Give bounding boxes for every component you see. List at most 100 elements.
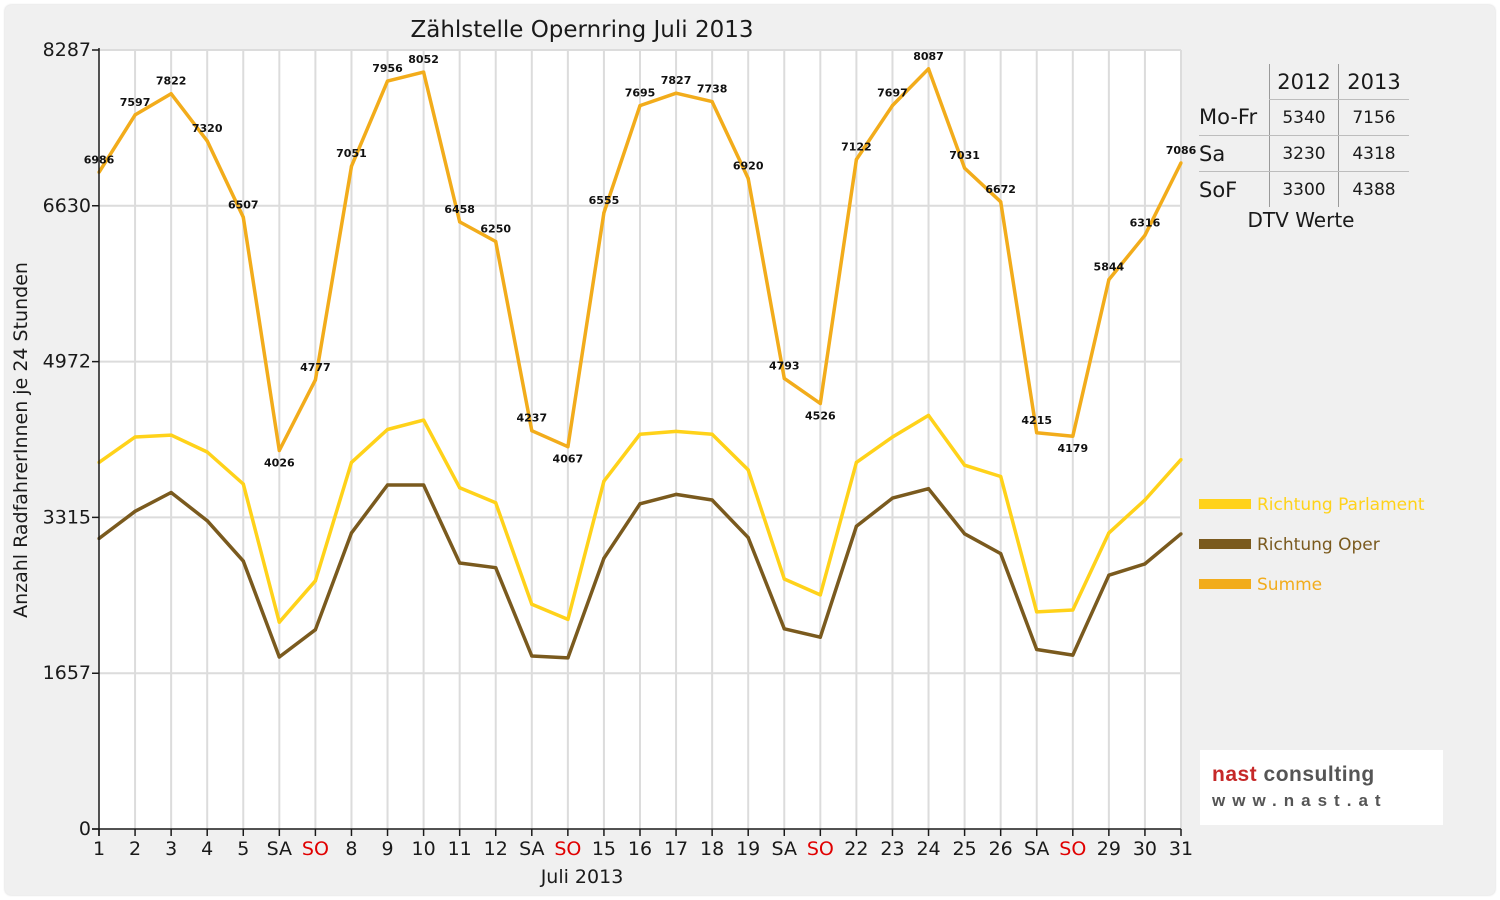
data-point — [638, 104, 642, 108]
data-label: 8052 — [408, 53, 439, 66]
legend-label: Richtung Parlament — [1257, 495, 1425, 515]
data-label: 6458 — [444, 203, 475, 216]
x-tick-label: SA — [1024, 838, 1049, 860]
data-point — [963, 166, 967, 170]
x-tick-label: 3 — [165, 838, 177, 860]
data-point — [566, 445, 570, 449]
legend-label: Richtung Oper — [1257, 535, 1380, 555]
data-label: 6250 — [480, 222, 511, 235]
data-point — [638, 432, 642, 436]
data-label: 8087 — [913, 50, 944, 63]
data-point — [854, 524, 859, 528]
x-tick-label: 9 — [381, 838, 393, 860]
x-tick-label: 10 — [412, 838, 436, 860]
data-label: 4777 — [300, 361, 331, 374]
data-point — [169, 433, 173, 437]
x-tick-label: 26 — [989, 838, 1013, 860]
data-label: 7956 — [372, 62, 403, 75]
data-point — [349, 164, 354, 168]
data-point — [1035, 610, 1039, 614]
data-point — [422, 483, 426, 487]
logo-brand: nast consulting — [1212, 763, 1375, 787]
data-point — [241, 559, 245, 563]
data-point — [277, 620, 281, 624]
x-tick-label: 31 — [1169, 838, 1193, 860]
data-point — [638, 502, 642, 506]
data-label: 7051 — [336, 147, 367, 160]
data-point — [674, 91, 678, 95]
data-point — [385, 483, 390, 487]
data-point — [349, 531, 354, 535]
data-point — [1071, 608, 1075, 612]
x-tick-label: 23 — [880, 838, 904, 860]
x-tick-label: 1 — [93, 838, 105, 860]
x-tick-label: 29 — [1097, 838, 1121, 860]
logo-url: www.nast.at — [1212, 791, 1388, 810]
data-label: 4026 — [264, 457, 295, 470]
legend-swatch — [1199, 499, 1251, 509]
legend-swatch — [1199, 539, 1251, 549]
y-tick-label: 0 — [79, 818, 91, 840]
data-point — [566, 617, 570, 621]
data-point — [530, 602, 534, 606]
data-point — [1179, 532, 1183, 536]
dtv-cell: 7156 — [1338, 99, 1409, 136]
dtv-col-2013: 2013 — [1338, 64, 1409, 100]
x-tick-label: 4 — [201, 838, 213, 860]
data-point — [818, 401, 822, 406]
data-point — [999, 200, 1003, 204]
dtv-row-label: SoF — [1199, 177, 1238, 202]
data-point — [313, 628, 317, 632]
data-point — [205, 450, 209, 454]
data-label: 4526 — [805, 410, 836, 423]
data-point — [854, 157, 859, 162]
data-point — [241, 215, 245, 219]
data-point — [710, 432, 714, 436]
data-point — [133, 509, 137, 513]
data-point — [277, 655, 281, 659]
data-point — [458, 561, 462, 565]
data-point — [313, 378, 317, 382]
company-logo: nast consulting www.nast.at — [1200, 750, 1443, 825]
data-label: 7086 — [1166, 144, 1197, 157]
x-tick-label: 22 — [844, 838, 868, 860]
data-point — [746, 468, 750, 472]
data-label: 5844 — [1094, 261, 1125, 274]
data-point — [1179, 457, 1183, 462]
x-tick-label: 11 — [448, 838, 472, 860]
data-point — [422, 418, 426, 422]
data-point — [1143, 562, 1147, 566]
legend-swatch — [1199, 579, 1251, 589]
data-point — [602, 211, 606, 215]
logo-brand-part1: nast — [1212, 763, 1258, 786]
x-tick-label: SA — [267, 838, 292, 860]
data-point — [205, 139, 209, 143]
data-point — [205, 519, 209, 523]
x-tick-label: 8 — [345, 838, 357, 860]
x-tick-label: 19 — [736, 838, 760, 860]
data-label: 4067 — [553, 453, 584, 466]
data-point — [890, 103, 895, 108]
data-label: 6316 — [1130, 216, 1161, 229]
data-label: 4237 — [516, 412, 547, 425]
data-label: 6555 — [589, 194, 620, 207]
data-point — [602, 556, 606, 560]
grid-lines — [99, 49, 1182, 829]
axes — [92, 48, 1182, 836]
data-point — [530, 654, 534, 658]
dtv-caption: DTV Werte — [1247, 208, 1355, 232]
data-point — [1107, 531, 1111, 535]
data-label: 6920 — [733, 160, 764, 173]
data-point — [1071, 653, 1075, 657]
data-point — [602, 479, 606, 483]
data-point — [494, 566, 498, 570]
legend: Richtung Parlament Richtung Oper Summe — [1199, 495, 1425, 595]
data-label: 4793 — [769, 359, 800, 372]
x-tick-label: 12 — [484, 838, 508, 860]
y-tick-label: 8287 — [43, 39, 91, 61]
dtv-table: 2012 2013 Mo-Fr 5340 7156 Sa 3230 4318 S… — [1199, 64, 1409, 207]
dtv-cell: 3230 — [1269, 135, 1339, 172]
data-point — [241, 482, 245, 486]
data-point — [674, 492, 678, 496]
